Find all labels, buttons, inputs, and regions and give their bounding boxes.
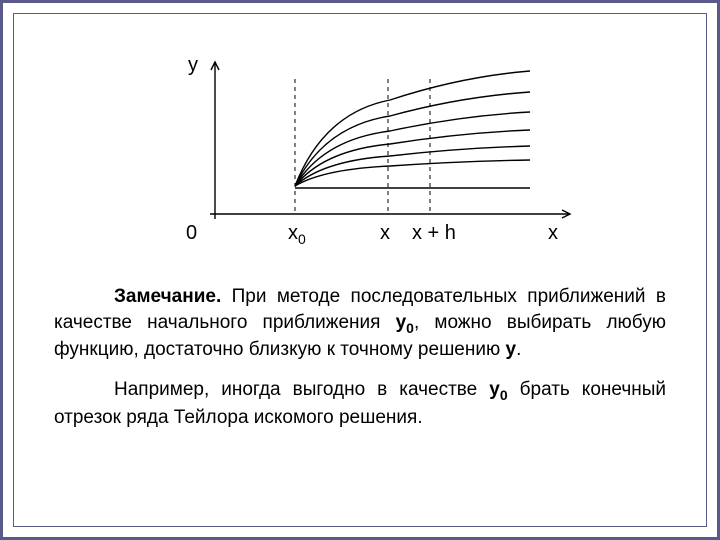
p1-t3: . <box>516 339 521 360</box>
p1-y: y <box>506 339 517 360</box>
remark-label: Замечание. <box>114 286 221 307</box>
axis-label-xh: x + h <box>412 222 456 245</box>
p2-t1: Например, иногда выгодно в качестве <box>114 379 489 400</box>
x0-letter: x <box>288 222 298 244</box>
paragraph-2: Например, иногда выгодно в качестве y0 б… <box>54 377 666 430</box>
body-text: Замечание. При методе последовательных п… <box>54 284 666 430</box>
p2-y0-sub: 0 <box>500 387 508 403</box>
axis-label-x-right: x <box>548 222 558 245</box>
p1-y0: y <box>396 312 407 333</box>
axis-label-x: x <box>380 222 390 245</box>
chart: y 0 x0 x x + h x <box>130 54 590 254</box>
slide-frame: y 0 x0 x x + h x Замечание. При методе п… <box>0 0 720 540</box>
slide-inner: y 0 x0 x x + h x Замечание. При методе п… <box>13 13 707 527</box>
paragraph-1: Замечание. При методе последовательных п… <box>54 284 666 363</box>
x0-sub: 0 <box>298 231 306 247</box>
chart-svg <box>130 54 590 254</box>
axis-label-y: y <box>188 54 198 77</box>
axis-label-origin: 0 <box>186 222 197 245</box>
axis-label-x0: x0 <box>288 222 306 247</box>
p2-y0: y <box>489 379 500 400</box>
p1-y0-sub: 0 <box>406 319 414 335</box>
